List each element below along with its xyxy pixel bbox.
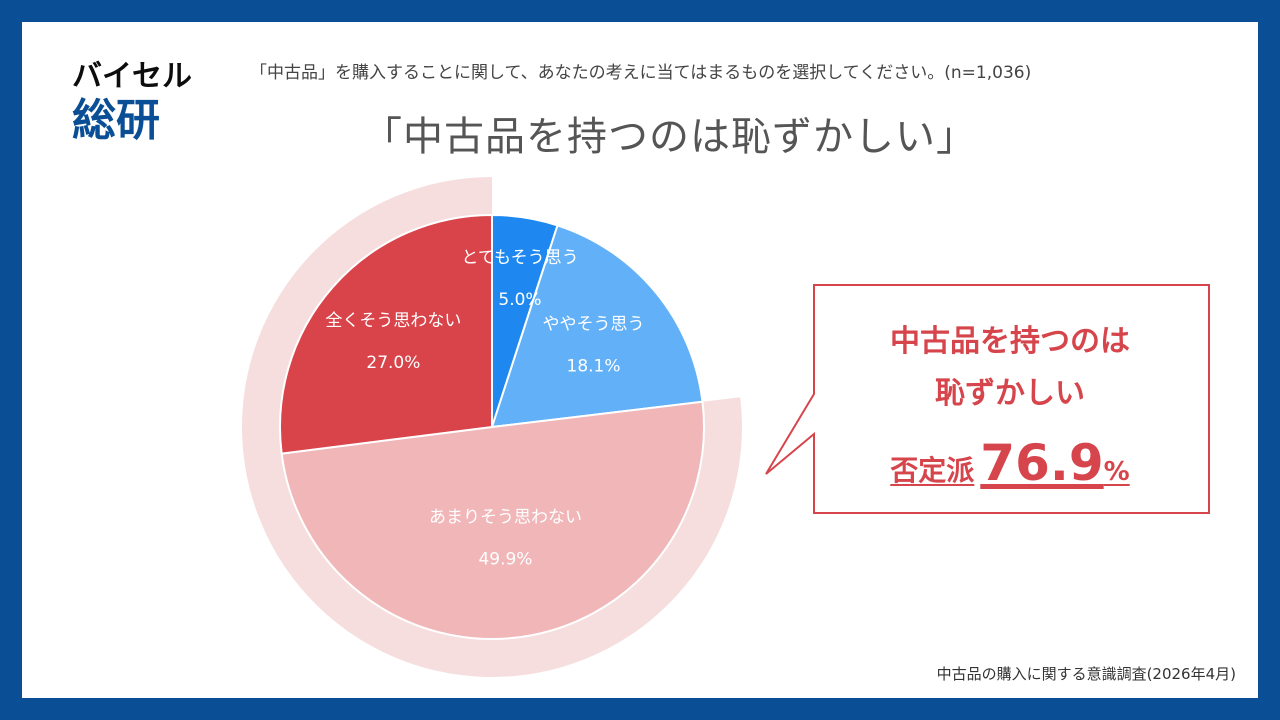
- pie-chart: とてもそう思う 5.0%ややそう思う 18.1% あまりそう思わない 49.9% 全くそう…: [242, 177, 742, 677]
- pie-slices: [279, 213, 705, 640]
- callout-frame: [765, 284, 1210, 514]
- pie-category-label-2: ややそう思う: [543, 315, 645, 335]
- survey-question: 「中古品」を購入することに関して、あなたの考えに当てはまるものを選択してください…: [250, 63, 1032, 83]
- callout-line-1: 中古品を持つのは: [890, 324, 1130, 359]
- pie-value-label-4: 27.0%: [366, 353, 420, 373]
- pie-labels: とてもそう思う 5.0%ややそう思う 18.1% あまりそう思わない 49.9% 全くそう…: [325, 248, 644, 569]
- pie-category-label-3: あまりそう思わない: [429, 507, 582, 527]
- callout-stat: 否定派 76.9%: [810, 434, 1210, 492]
- pie-slice-2: [490, 224, 704, 429]
- pie-slice-3: [280, 400, 705, 640]
- stat-unit: %: [1103, 457, 1130, 487]
- slide-card: バイセル 総研 「中古品」を購入することに関して、あなたの考えに当てはまるものを…: [22, 22, 1258, 698]
- stat-label: 否定派: [890, 454, 975, 487]
- logo-brand-text: バイセル: [72, 59, 192, 94]
- stat-value: 76.9: [980, 434, 1104, 492]
- summary-callout: 中古品を持つのは 恥ずかしい 否定派 76.9%: [764, 284, 1210, 514]
- pie-category-label-1: とてもそう思う: [461, 248, 578, 268]
- callout-line-2: 恥ずかしい: [935, 376, 1085, 411]
- pie-value-label-1: 5.0%: [498, 290, 541, 310]
- pie-value-label-3: 49.9%: [478, 549, 532, 569]
- chart-title: 「中古品を持つのは恥ずかしい」: [362, 114, 977, 160]
- logo-division-text: 総研: [72, 95, 160, 146]
- source-note: 中古品の購入に関する意識調査(2026年4月): [936, 665, 1236, 683]
- brand-logo: バイセル 総研: [72, 60, 192, 150]
- pie-category-label-4: 全くそう思わない: [325, 311, 461, 331]
- callout-border: [765, 284, 1210, 514]
- pie-value-label-2: 18.1%: [567, 357, 621, 377]
- pie-slice-4: [279, 213, 493, 455]
